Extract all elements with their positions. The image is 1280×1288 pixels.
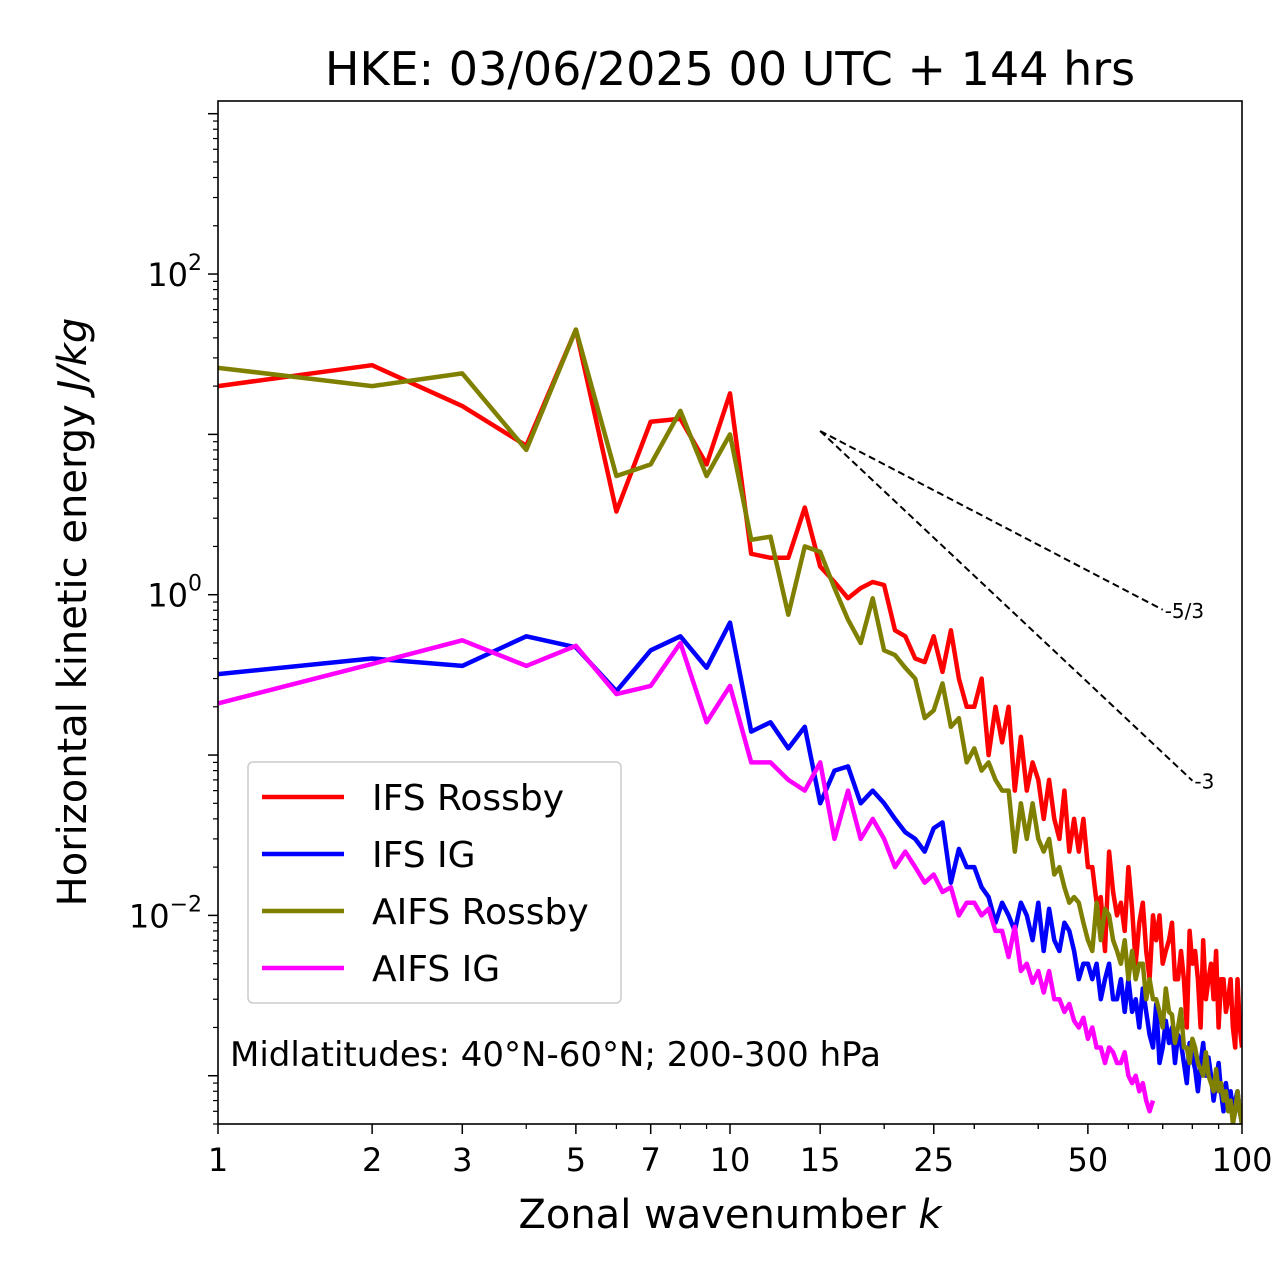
x-tick-label: 100 (1211, 1141, 1272, 1179)
legend-label-ifs-ig: IFS IG (372, 835, 476, 876)
plot-area: -5/3 -3 (217, 100, 1243, 1125)
legend: IFS Rossby IFS IG AIFS Rossby AIFS IG (247, 761, 622, 1004)
x-tick-label: 3 (452, 1141, 472, 1179)
y-axis-label: Horizontal kinetic energy J/kg (50, 318, 96, 907)
legend-box (247, 761, 622, 1004)
series-line-aifs-ig (218, 638, 1156, 1114)
reference-line-label-2: -3 (1194, 770, 1214, 794)
y-tick-label: 100 (147, 572, 202, 615)
region-annotation: Midlatitudes: 40°N-60°N; 200-300 hPa (230, 1035, 881, 1075)
reference-lines: -5/3 -3 (819, 430, 1214, 794)
reference-line-label-1: -5/3 (1165, 599, 1204, 623)
x-tick-label: 5 (566, 1141, 586, 1179)
x-axis-label-variable: k (918, 1192, 943, 1238)
series-line-ifs-rossby (218, 327, 1242, 1050)
x-axis-label-text: Zonal wavenumber (518, 1192, 906, 1238)
y-tick-base: 10 (147, 577, 188, 615)
x-tick-label: 10 (710, 1141, 751, 1179)
y-tick-exponent: 0 (188, 572, 202, 597)
x-tick-label: 50 (1068, 1141, 1109, 1179)
x-tick-label: 2 (362, 1141, 382, 1179)
chart-title: HKE: 03/06/2025 00 UTC + 144 hrs (325, 42, 1135, 96)
y-tick-exponent: 2 (188, 251, 202, 276)
y-tick-base: 10 (129, 897, 170, 935)
reference-line-2 (819, 430, 1194, 782)
x-tick-label: 7 (641, 1141, 661, 1179)
y-axis-label-unit: J/kg (50, 318, 96, 399)
x-axis-ticks: 1 2 3 5 7 10 15 25 50 100 (208, 1124, 1273, 1179)
legend-label-ifs-rossby: IFS Rossby (372, 778, 564, 819)
reference-line-1 (819, 430, 1164, 611)
y-tick-base: 10 (147, 256, 188, 294)
x-tick-label: 15 (800, 1141, 841, 1179)
legend-label-aifs-rossby: AIFS Rossby (372, 892, 589, 933)
legend-label-aifs-ig: AIFS IG (372, 949, 500, 990)
y-tick-exponent: −2 (170, 892, 202, 917)
legend-items: IFS Rossby IFS IG AIFS Rossby AIFS IG (262, 778, 589, 990)
x-tick-label: 25 (913, 1141, 954, 1179)
series-layer (218, 327, 1242, 1124)
x-tick-label: 1 (208, 1141, 228, 1179)
series-line-aifs-rossby (218, 327, 1242, 1124)
series-line-ifs-ig (218, 620, 1242, 1124)
y-tick-label: 10−2 (129, 892, 202, 935)
x-axis-label: Zonal wavenumber k (518, 1192, 943, 1238)
y-axis-label-text: Horizontal kinetic energy (50, 404, 96, 906)
y-tick-label: 102 (147, 251, 202, 294)
